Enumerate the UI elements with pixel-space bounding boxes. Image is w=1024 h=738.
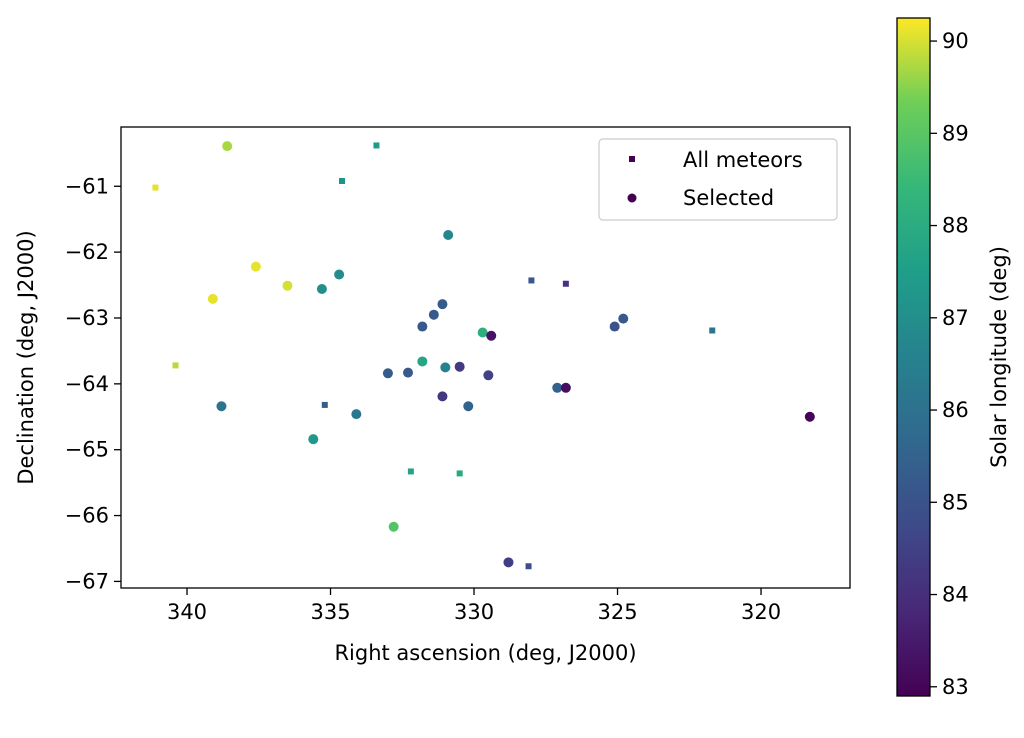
selected-meteor-point [316,284,327,295]
plot-points [152,141,815,570]
colorbar-gradient [896,17,931,697]
selected-meteor-point [483,370,494,381]
x-tick-label: 325 [597,600,637,624]
selected-meteor-point [463,401,474,412]
meteor-point [172,362,179,369]
selected-meteor-point [250,261,261,272]
y-tick-label: −62 [65,240,109,264]
meteor-point [528,277,535,284]
selected-meteor-point [609,321,620,332]
selected-meteor-point [552,382,563,393]
plot-frame [120,126,851,589]
y-tick-label: −66 [65,504,109,528]
meteor-point [562,280,569,287]
selected-meteor-point [503,557,514,568]
legend-marker-all-meteors [629,156,635,162]
selected-meteor-point [417,356,428,367]
selected-meteor-point [560,382,571,393]
selected-meteor-point [618,313,629,324]
y-tick-label: −64 [65,372,109,396]
legend-marker-selected [627,193,637,203]
colorbar-tick-label: 86 [942,398,969,422]
selected-meteor-point [437,391,448,402]
selected-meteor-point [443,230,454,241]
selected-meteor-point [351,409,362,420]
colorbar-tick-label: 89 [942,121,969,145]
selected-meteor-point [334,269,345,280]
selected-meteor-point [477,327,488,338]
colorbar-tick-label: 85 [942,490,969,514]
y-tick-label: −63 [65,306,109,330]
colorbar-tick-label: 87 [942,306,969,330]
legend-box [598,138,838,221]
y-axis-ticks: −61 −62 −63 −64 −65 −66 −67 [65,174,121,593]
meteor-point [456,470,463,477]
meteor-point [152,184,159,191]
x-axis-ticks: 340 335 330 325 320 [167,588,781,624]
colorbar-tick-label: 90 [942,29,969,53]
y-tick-label: −67 [65,569,109,593]
colorbar-label: Solar longitude (deg) [987,246,1011,468]
x-tick-label: 335 [310,600,350,624]
x-tick-label: 340 [167,600,207,624]
selected-meteor-point [216,401,227,412]
selected-meteor-point [417,321,428,332]
colorbar-tick-label: 84 [942,583,969,607]
meteor-point [525,563,532,570]
x-axis-label: Right ascension (deg, J2000) [334,641,636,665]
colorbar-tick-label: 83 [942,675,969,699]
legend: All meteors Selected [598,138,838,221]
meteor-point [407,468,414,475]
selected-meteor-point [308,434,319,445]
meteor-point [338,178,345,185]
meteor-point [709,327,716,334]
selected-meteor-point [403,367,414,378]
x-tick-label: 330 [454,600,494,624]
meteor-point [373,142,380,149]
selected-meteor-point [437,299,448,310]
legend-label-all-meteors: All meteors [683,148,803,172]
selected-meteor-point [207,293,218,304]
selected-meteor-point [440,362,451,373]
colorbar-tick-label: 88 [942,214,969,238]
colorbar-ticks: 83 84 85 86 87 88 89 90 [930,29,969,699]
selected-meteor-point [282,280,293,291]
selected-meteor-point [382,368,393,379]
y-tick-label: −65 [65,438,109,462]
x-tick-label: 320 [741,600,781,624]
legend-label-selected: Selected [683,186,774,210]
y-axis-label: Declination (deg, J2000) [14,230,38,484]
selected-meteor-point [428,309,439,320]
y-tick-label: −61 [65,174,109,198]
selected-meteor-point [486,330,497,341]
colorbar: 83 84 85 86 87 88 89 90 Solar longitude (deg) [896,17,1011,699]
selected-meteor-point [804,411,815,422]
meteor-point [321,401,328,408]
selected-meteor-point [388,521,399,532]
selected-meteor-point [222,141,233,152]
selected-meteor-point [454,361,465,372]
